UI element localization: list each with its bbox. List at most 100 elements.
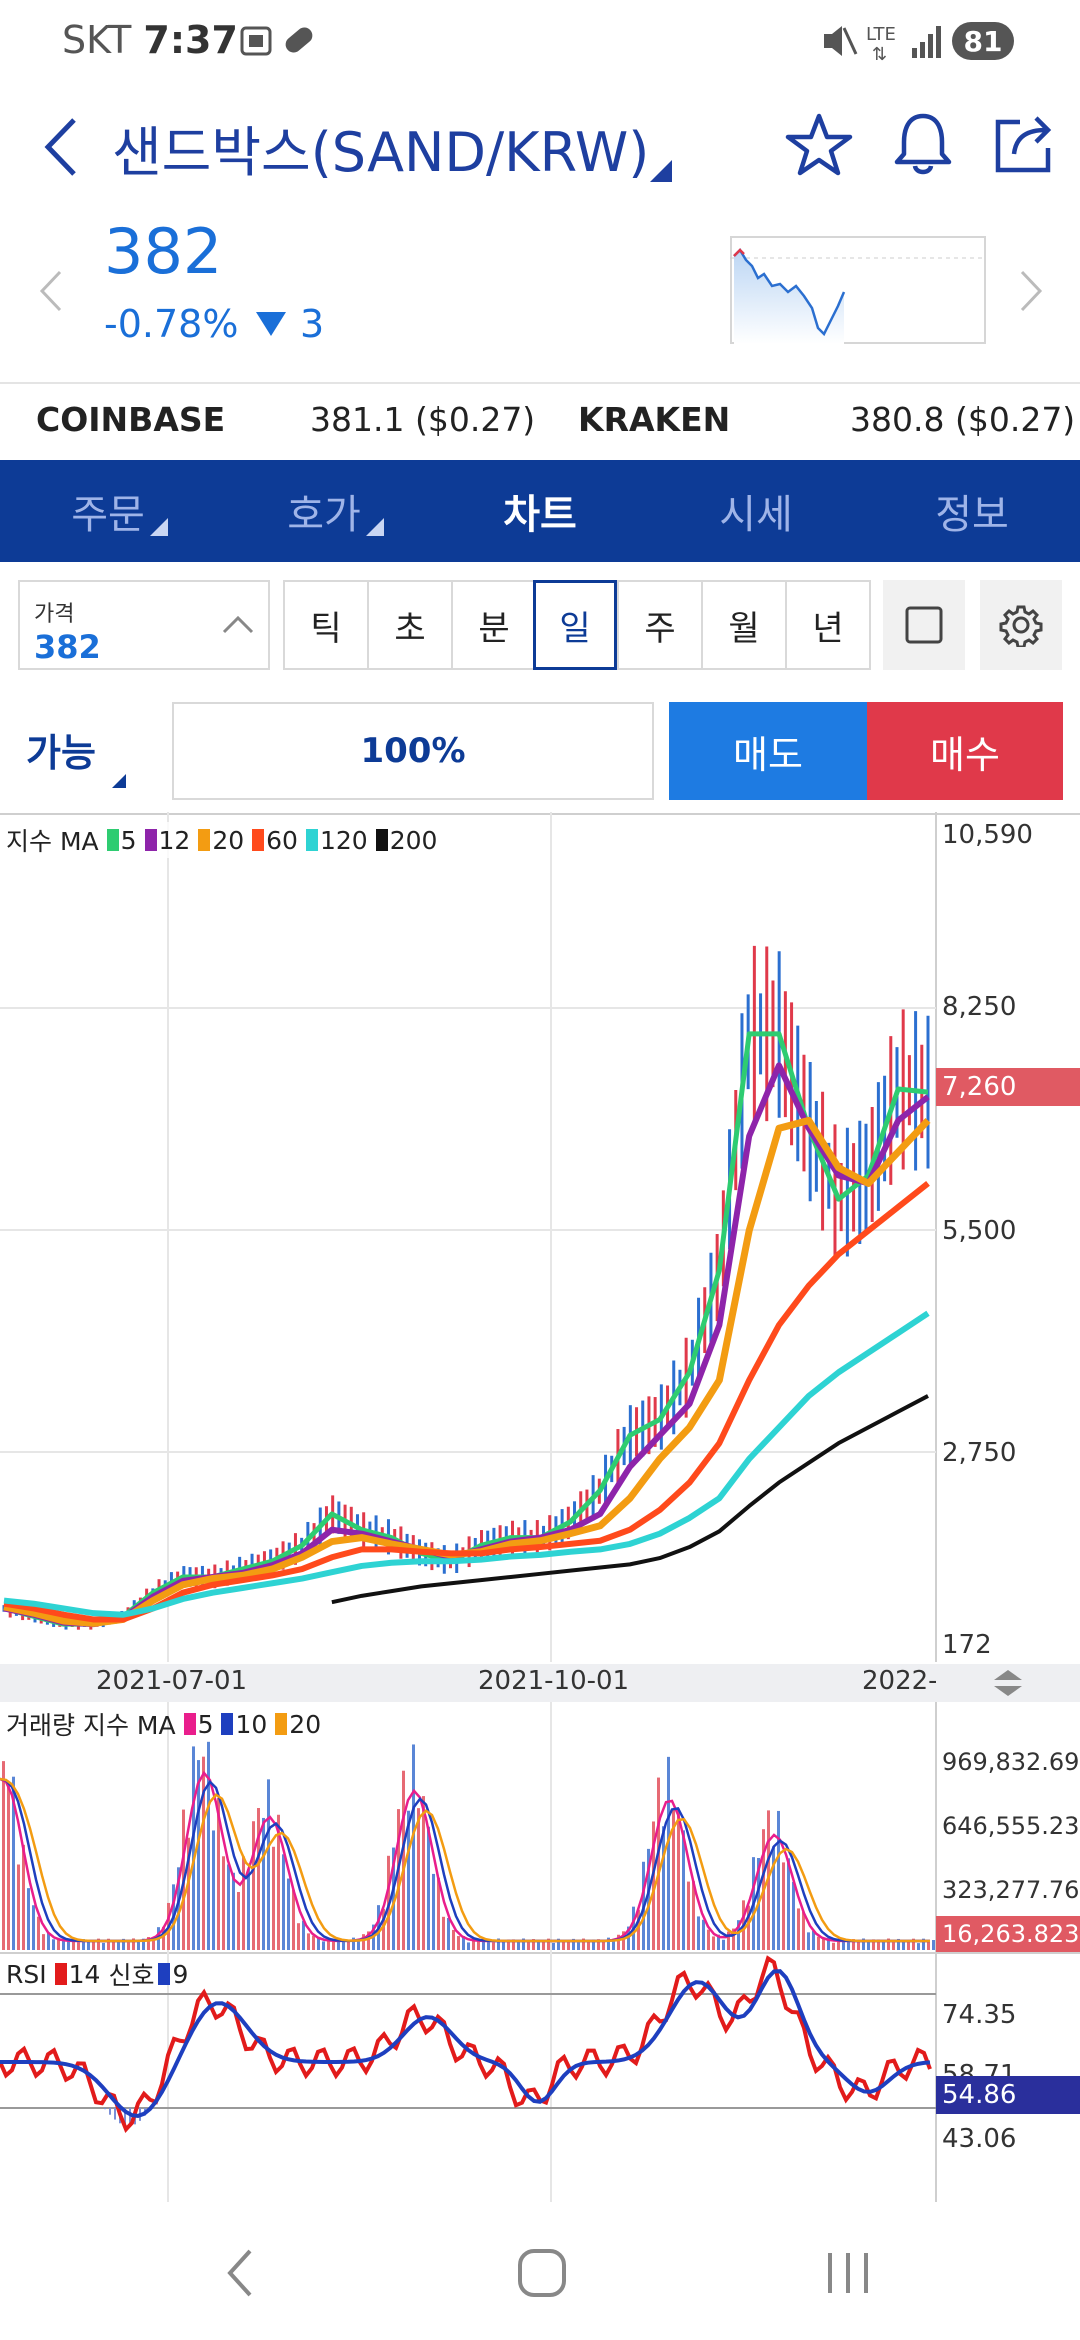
nav-home-icon[interactable] — [514, 2245, 570, 2301]
volume-bar — [492, 1942, 495, 1950]
volume-bar — [807, 1932, 810, 1950]
fullscreen-button[interactable] — [883, 580, 965, 670]
next-coin-icon[interactable] — [1016, 268, 1046, 314]
tab-quotes[interactable]: 시세 — [648, 460, 864, 562]
ma-line-12 — [3, 1062, 930, 1628]
price-selector[interactable]: 가격 382 — [18, 580, 270, 670]
y-tick-label: 323,277.769 — [942, 1876, 1080, 1904]
rsi-chart[interactable] — [0, 1952, 1080, 2202]
share-icon[interactable] — [990, 108, 1060, 178]
volume-bar — [402, 1770, 405, 1950]
volume-bar — [422, 1796, 425, 1950]
bell-icon[interactable] — [888, 108, 958, 178]
volume-bar — [342, 1939, 345, 1950]
status-bar: SKT 7:37 LTE ⇅ 81 — [0, 0, 1080, 80]
price-selector-label: 가격 — [34, 602, 75, 627]
volume-bar — [882, 1941, 885, 1950]
volume-bar — [332, 1941, 335, 1950]
volume-bar — [337, 1939, 340, 1950]
legend-swatch — [252, 829, 265, 851]
volume-bar — [532, 1939, 535, 1950]
volume-bar — [347, 1940, 350, 1950]
volume-bar — [202, 1756, 205, 1950]
volume-bar — [2, 1761, 5, 1950]
volume-bar — [272, 1846, 275, 1950]
period-day[interactable]: 일 — [533, 580, 617, 670]
volume-bar — [777, 1810, 780, 1950]
volume-bar — [662, 1826, 665, 1950]
clock: 7:37 — [143, 18, 238, 62]
legend-swatch — [305, 829, 318, 851]
volume-bar — [7, 1785, 10, 1950]
period-week[interactable]: 주 — [617, 580, 703, 670]
nav-recents-icon[interactable] — [820, 2245, 876, 2301]
volume-bar — [287, 1878, 290, 1950]
volume-bar — [562, 1940, 565, 1950]
period-minute[interactable]: 분 — [451, 580, 537, 670]
volume-bar — [712, 1936, 715, 1950]
price-chart[interactable] — [0, 812, 1080, 1662]
volume-bar — [187, 1837, 190, 1950]
exchange-name-coinbase: COINBASE — [36, 400, 226, 439]
volume-bar — [162, 1926, 165, 1950]
back-icon[interactable] — [36, 112, 86, 182]
page-title[interactable]: 샌드박스(SAND/KRW) — [112, 121, 650, 184]
volume-bar — [797, 1908, 800, 1950]
volume-bar — [112, 1940, 115, 1950]
volume-bar — [672, 1809, 675, 1950]
volume-chart[interactable] — [0, 1702, 1080, 1952]
period-label: 일 — [559, 608, 591, 649]
y-tick-label: 172 — [942, 1630, 992, 1660]
dropdown-triangle-icon[interactable] — [646, 156, 674, 184]
volume-bar — [22, 1844, 25, 1950]
legend-swatch — [198, 829, 211, 851]
prev-coin-icon[interactable] — [36, 268, 66, 314]
volume-bar — [407, 1810, 410, 1950]
order-percent-field[interactable]: 100% — [172, 702, 654, 800]
exchange-price-kraken: 380.8 ($0.27) — [850, 400, 1076, 439]
status-system-icons: LTE ⇅ — [824, 22, 1014, 64]
square-icon — [905, 606, 943, 644]
sparkline-chart[interactable] — [730, 236, 986, 344]
volume-bar — [352, 1937, 355, 1950]
legend-label-ma12: 12 — [158, 825, 191, 855]
tab-info[interactable]: 정보 — [864, 460, 1080, 562]
period-label: 틱 — [310, 608, 342, 649]
period-tick[interactable]: 틱 — [283, 580, 369, 670]
status-notification-icons — [240, 26, 313, 56]
tab-label: 호가 — [287, 492, 361, 538]
volume-bar — [657, 1777, 660, 1950]
volume-bar — [72, 1938, 75, 1950]
resize-handle-icon[interactable] — [990, 1668, 1026, 1698]
tab-bar: 주문 호가 차트 시세 정보 — [0, 460, 1080, 562]
volume-bar — [637, 1909, 640, 1950]
volume-ma-line — [0, 1770, 930, 1943]
rsi-lines — [0, 1955, 932, 2133]
buy-button[interactable]: 매수 — [867, 702, 1063, 800]
volume-bar — [802, 1911, 805, 1950]
settings-button[interactable] — [980, 580, 1062, 670]
volume-bar — [367, 1931, 370, 1950]
nav-back-icon[interactable] — [220, 2245, 260, 2301]
period-year[interactable]: 년 — [785, 580, 871, 670]
y-tick-label: 969,832.692 — [942, 1748, 1080, 1776]
volume-bar — [207, 1741, 210, 1950]
current-price: 382 — [104, 215, 223, 288]
volume-bar — [567, 1940, 570, 1950]
volume-bar — [542, 1940, 545, 1950]
volume-bar — [792, 1881, 795, 1950]
period-month[interactable]: 월 — [701, 580, 787, 670]
volume-bar — [737, 1920, 740, 1950]
available-label[interactable]: 가능 — [26, 731, 96, 775]
period-second[interactable]: 초 — [367, 580, 453, 670]
tab-orderbook[interactable]: 호가 — [216, 460, 432, 562]
volume-bar — [592, 1939, 595, 1950]
tab-chart[interactable]: 차트 — [432, 460, 648, 562]
current-price-marker: 7,260 — [936, 1068, 1080, 1106]
star-icon[interactable] — [784, 110, 854, 180]
sell-button[interactable]: 매도 — [669, 702, 867, 800]
ma-line-60 — [3, 1181, 930, 1623]
tab-order[interactable]: 주문 — [0, 460, 216, 562]
volume-bar — [722, 1939, 725, 1950]
screenshot-icon — [240, 26, 272, 56]
